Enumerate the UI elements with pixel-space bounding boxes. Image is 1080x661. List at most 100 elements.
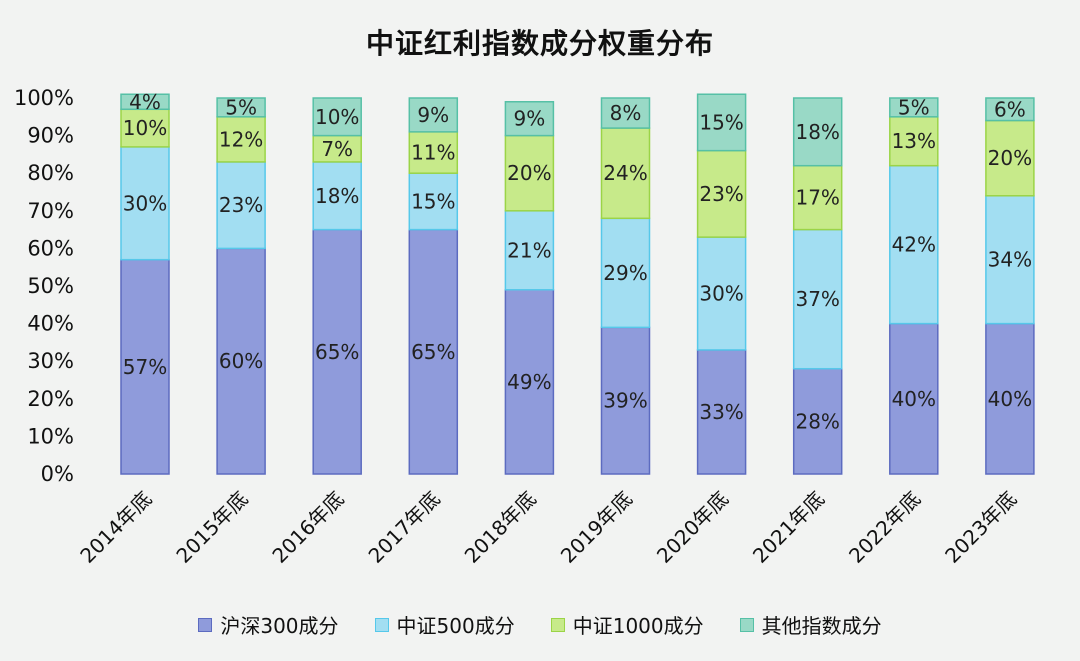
x-tick-label: 2021年底 bbox=[748, 487, 829, 568]
data-label: 39% bbox=[603, 389, 647, 413]
y-tick-label: 20% bbox=[27, 387, 74, 411]
x-tick-label: 2018年底 bbox=[460, 487, 541, 568]
bar-segment bbox=[504, 101, 555, 137]
y-axis: 0% 10% 20% 30% 40% 50% 60% 70% 80% 90% 100% bbox=[14, 86, 74, 486]
bar-segment bbox=[312, 97, 362, 137]
data-label: 20% bbox=[507, 161, 551, 185]
legend-label: 其他指数成分 bbox=[761, 614, 882, 638]
data-label: 65% bbox=[315, 340, 359, 364]
data-label: 10% bbox=[123, 116, 167, 140]
data-label: 65% bbox=[411, 340, 455, 364]
data-label: 28% bbox=[795, 409, 839, 433]
stacked-bar-chart: 0% 10% 20% 30% 40% 50% 60% 70% 80% 90% 100% 57% 30%… bbox=[14, 86, 1035, 568]
bar-segment bbox=[408, 97, 459, 133]
bar-segment bbox=[120, 93, 170, 111]
data-label: 40% bbox=[892, 387, 936, 411]
data-label: 4% bbox=[129, 90, 161, 114]
data-label: 57% bbox=[123, 355, 167, 379]
legend-item: 中证500成分 bbox=[374, 610, 515, 639]
bar-segment bbox=[889, 97, 939, 118]
data-label: 12% bbox=[219, 127, 263, 151]
legend-label: 中证1000成分 bbox=[572, 614, 704, 638]
legend-item: 沪深300成分 bbox=[198, 610, 339, 639]
y-tick-label: 90% bbox=[27, 124, 74, 148]
data-label: 37% bbox=[795, 287, 839, 311]
y-tick-label: 0% bbox=[41, 462, 74, 486]
bar-segment bbox=[792, 164, 843, 231]
bar-segment bbox=[216, 116, 266, 163]
x-tick-label: 2015年底 bbox=[171, 487, 252, 568]
bars-group bbox=[120, 93, 1035, 475]
data-label: 42% bbox=[892, 233, 936, 257]
data-label: 24% bbox=[603, 161, 647, 185]
legend-label: 中证500成分 bbox=[396, 614, 515, 638]
data-label: 13% bbox=[892, 129, 936, 153]
bar-segment bbox=[504, 210, 555, 291]
data-label: 40% bbox=[988, 387, 1032, 411]
x-axis: 2014年底 2015年底 2016年底 2017年底 2018年底 2019年底 2020… bbox=[75, 487, 1021, 568]
legend-swatch bbox=[550, 617, 565, 632]
data-label: 23% bbox=[219, 193, 263, 217]
y-tick-label: 10% bbox=[27, 424, 74, 448]
legend-label: 沪深300成分 bbox=[220, 614, 339, 638]
data-label: 11% bbox=[411, 141, 455, 165]
data-label: 60% bbox=[219, 349, 263, 373]
data-labels-group: 57%30%10%4%60%23%12%5%65%18%7%10%65%15%1… bbox=[123, 90, 1032, 434]
data-label: 21% bbox=[507, 238, 551, 262]
y-tick-label: 50% bbox=[27, 274, 74, 298]
bar-segment bbox=[889, 322, 939, 475]
bar-segment bbox=[216, 97, 266, 118]
x-tick-label: 2016年底 bbox=[267, 487, 348, 568]
legend: 沪深300成分 中证500成分 中证1000成分 其他指数成分 bbox=[0, 610, 1080, 639]
bar-segment bbox=[504, 289, 555, 475]
x-tick-label: 2017年底 bbox=[364, 487, 445, 568]
bar-segment bbox=[600, 326, 651, 475]
data-label: 8% bbox=[610, 101, 642, 125]
data-label: 15% bbox=[699, 110, 743, 134]
bar-segment bbox=[792, 228, 843, 370]
bar-segment bbox=[696, 349, 747, 475]
data-label: 6% bbox=[994, 97, 1026, 121]
bar-segment bbox=[408, 172, 459, 231]
bar-segment bbox=[120, 258, 170, 475]
bar-segment bbox=[312, 161, 362, 231]
x-tick-label: 2020年底 bbox=[652, 487, 733, 568]
data-label: 30% bbox=[123, 191, 167, 215]
bar-segment bbox=[696, 236, 747, 351]
chart-title: 中证红利指数成分权重分布 bbox=[365, 27, 714, 60]
bar-segment bbox=[985, 322, 1035, 475]
bar-segment bbox=[216, 161, 266, 250]
bar-segment bbox=[600, 97, 651, 129]
data-label: 5% bbox=[225, 95, 257, 119]
data-label: 10% bbox=[315, 105, 359, 129]
data-label: 15% bbox=[411, 189, 455, 213]
bar-segment bbox=[792, 367, 843, 475]
legend-swatch bbox=[374, 617, 389, 632]
data-label: 7% bbox=[321, 137, 353, 161]
data-label: 18% bbox=[315, 184, 359, 208]
bar-segment bbox=[120, 108, 170, 148]
data-label: 30% bbox=[699, 282, 743, 306]
y-tick-label: 60% bbox=[27, 236, 74, 260]
data-label: 20% bbox=[988, 146, 1032, 170]
data-label: 9% bbox=[417, 103, 449, 127]
x-tick-label: 2014年底 bbox=[75, 487, 156, 568]
bar-segment bbox=[312, 134, 362, 163]
data-label: 33% bbox=[699, 400, 743, 424]
legend-swatch bbox=[739, 617, 754, 632]
bar-segment bbox=[696, 93, 747, 152]
bar-segment bbox=[600, 127, 651, 220]
y-tick-label: 80% bbox=[27, 161, 74, 185]
bar-segment bbox=[985, 97, 1035, 122]
y-tick-label: 30% bbox=[27, 349, 74, 373]
legend-item: 中证1000成分 bbox=[550, 610, 704, 639]
bar-segment bbox=[792, 97, 843, 167]
data-label: 17% bbox=[795, 186, 839, 210]
x-tick-label: 2022年底 bbox=[844, 487, 925, 568]
y-tick-label: 100% bbox=[14, 86, 74, 110]
y-tick-label: 40% bbox=[27, 312, 74, 336]
x-tick-label: 2023年底 bbox=[940, 487, 1021, 568]
legend-item: 其他指数成分 bbox=[739, 610, 882, 639]
bar-segment bbox=[985, 119, 1035, 197]
y-tick-label: 70% bbox=[27, 199, 74, 223]
